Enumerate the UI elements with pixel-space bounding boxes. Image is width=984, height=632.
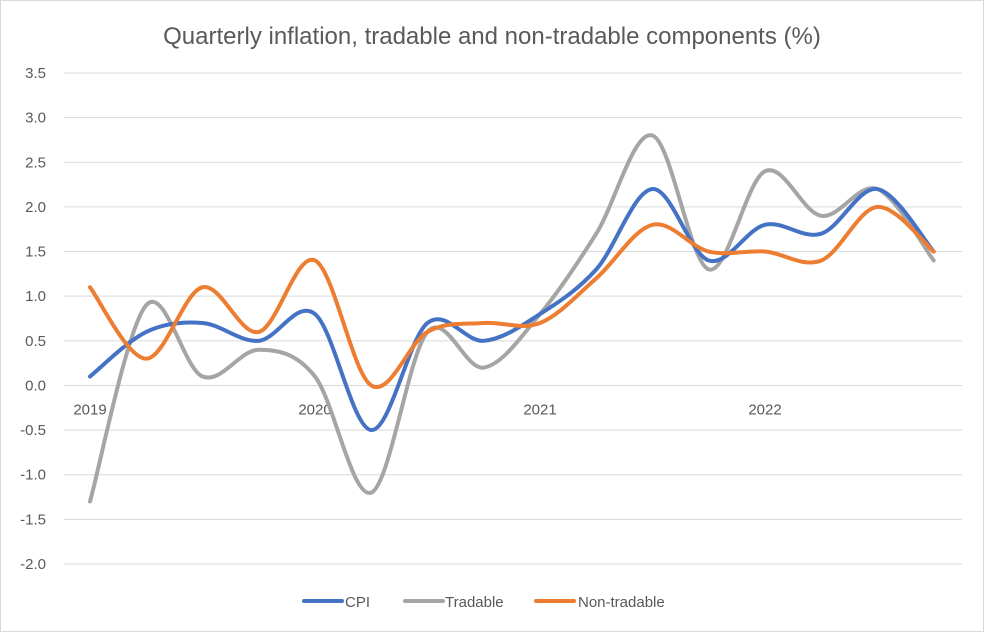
x-year-label: 2019 bbox=[73, 401, 106, 418]
legend-label: Tradable bbox=[445, 594, 504, 611]
y-tick-label: 2.0 bbox=[25, 199, 46, 216]
series-line-tradable bbox=[88, 133, 936, 504]
legend-label: Non-tradable bbox=[578, 594, 665, 611]
x-year-label: 2021 bbox=[523, 401, 556, 418]
x-axis-year-labels: 2019 2020 2021 2022 bbox=[73, 401, 781, 418]
gridlines bbox=[64, 72, 962, 565]
series-line-cpi bbox=[88, 187, 936, 433]
y-tick-label: -1.5 bbox=[20, 511, 46, 528]
y-tick-label: 2.5 bbox=[25, 154, 46, 171]
x-year-label: 2020 bbox=[298, 401, 331, 418]
y-tick-label: -2.0 bbox=[20, 556, 46, 573]
x-year-label: 2022 bbox=[748, 401, 781, 418]
series-lines bbox=[88, 133, 936, 504]
y-tick-label: 1.0 bbox=[25, 288, 46, 305]
y-tick-label: 3.5 bbox=[25, 65, 46, 82]
legend-label: CPI bbox=[345, 594, 370, 611]
series-line-non-tradable bbox=[88, 204, 936, 390]
y-tick-label: 0.0 bbox=[25, 377, 46, 394]
y-tick-label: -0.5 bbox=[20, 422, 46, 439]
y-tick-label: 1.5 bbox=[25, 244, 46, 261]
y-tick-label: 3.0 bbox=[25, 110, 46, 127]
y-tick-label: 0.5 bbox=[25, 333, 46, 350]
chart-title: Quarterly inflation, tradable and non-tr… bbox=[163, 23, 821, 50]
legend: CPI Tradable Non-tradable bbox=[302, 594, 665, 611]
y-axis-tick-labels: 3.5 3.0 2.5 2.0 1.5 1.0 0.5 0.0 -0.5 -1.0 -1.5 -2.0 bbox=[20, 65, 46, 573]
y-tick-label: -1.0 bbox=[20, 467, 46, 484]
